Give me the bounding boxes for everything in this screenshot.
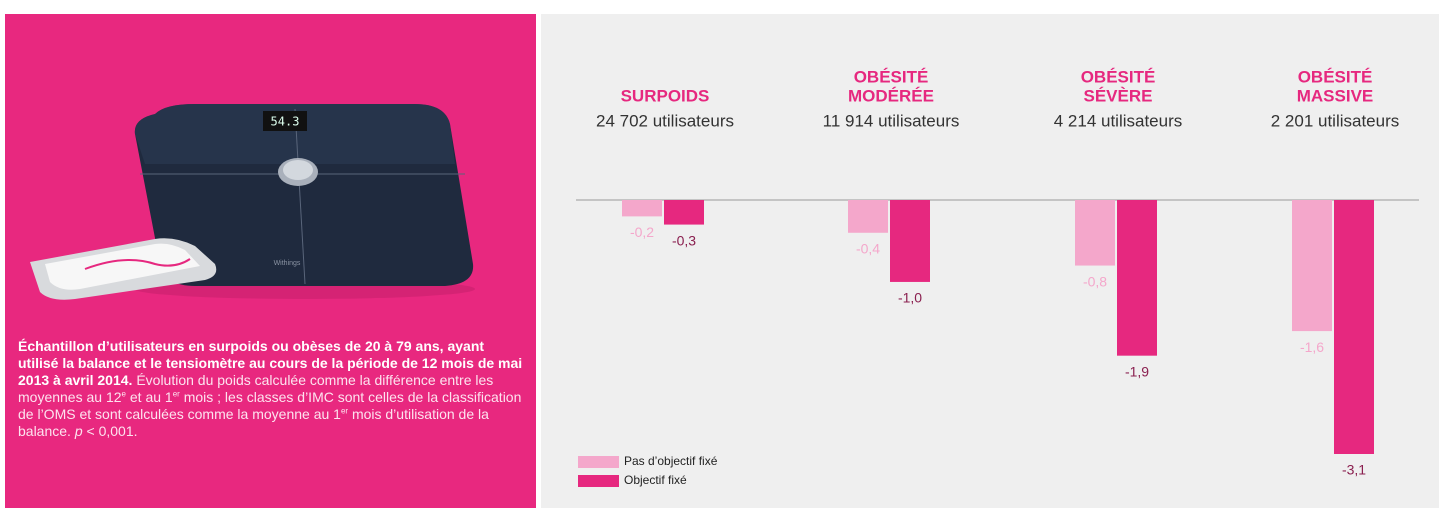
caption-text: er: [341, 406, 348, 415]
category-label: OBÉSITÉ: [854, 67, 929, 86]
page: 54.3 Withings Échantillon d’utilisateurs…: [0, 0, 1439, 512]
caption-text: er: [173, 389, 180, 398]
bar: [1117, 200, 1157, 356]
value-label: -0,4: [856, 240, 880, 256]
bar: [890, 200, 930, 282]
category-subtitle: 2 201 utilisateurs: [1271, 111, 1400, 130]
category-label: OBÉSITÉ: [1081, 67, 1156, 86]
info-panel: 54.3 Withings Échantillon d’utilisateurs…: [5, 14, 536, 508]
value-label: -3,1: [1342, 462, 1366, 478]
category-label: MODÉRÉE: [848, 86, 934, 105]
scale-display: 54.3: [271, 115, 300, 129]
category-subtitle: 24 702 utilisateurs: [596, 111, 734, 130]
value-label: -0,2: [630, 224, 654, 240]
bar: [622, 200, 662, 216]
caption: Échantillon d’utilisateurs en surpoids o…: [18, 338, 523, 440]
value-label: -1,9: [1125, 363, 1149, 379]
legend-label: Pas d’objectif fixé: [624, 454, 718, 468]
category-label: SURPOIDS: [621, 86, 710, 105]
bar: [1334, 200, 1374, 454]
value-label: -1,0: [898, 290, 922, 306]
value-label: -1,6: [1300, 339, 1324, 355]
caption-text: et au 1: [126, 389, 173, 405]
category-label: MASSIVE: [1297, 86, 1374, 105]
category-label: SÉVÈRE: [1084, 86, 1153, 105]
value-label: -0,8: [1083, 273, 1107, 289]
product-image: 54.3 Withings: [5, 14, 536, 324]
value-label: -0,3: [672, 232, 696, 248]
bar: [1075, 200, 1115, 266]
bar: [1292, 200, 1332, 331]
legend-swatch: [578, 456, 619, 468]
bar: [848, 200, 888, 233]
brand: Withings: [274, 260, 301, 267]
legend-swatch: [578, 475, 619, 487]
category-subtitle: 11 914 utilisateurs: [823, 111, 960, 130]
caption-text: < 0,001.: [83, 423, 138, 439]
category-label: OBÉSITÉ: [1298, 67, 1373, 86]
bar: [664, 200, 704, 225]
legend-label: Objectif fixé: [624, 473, 687, 487]
caption-text: p: [75, 423, 83, 439]
category-subtitle: 4 214 utilisateurs: [1054, 111, 1183, 130]
